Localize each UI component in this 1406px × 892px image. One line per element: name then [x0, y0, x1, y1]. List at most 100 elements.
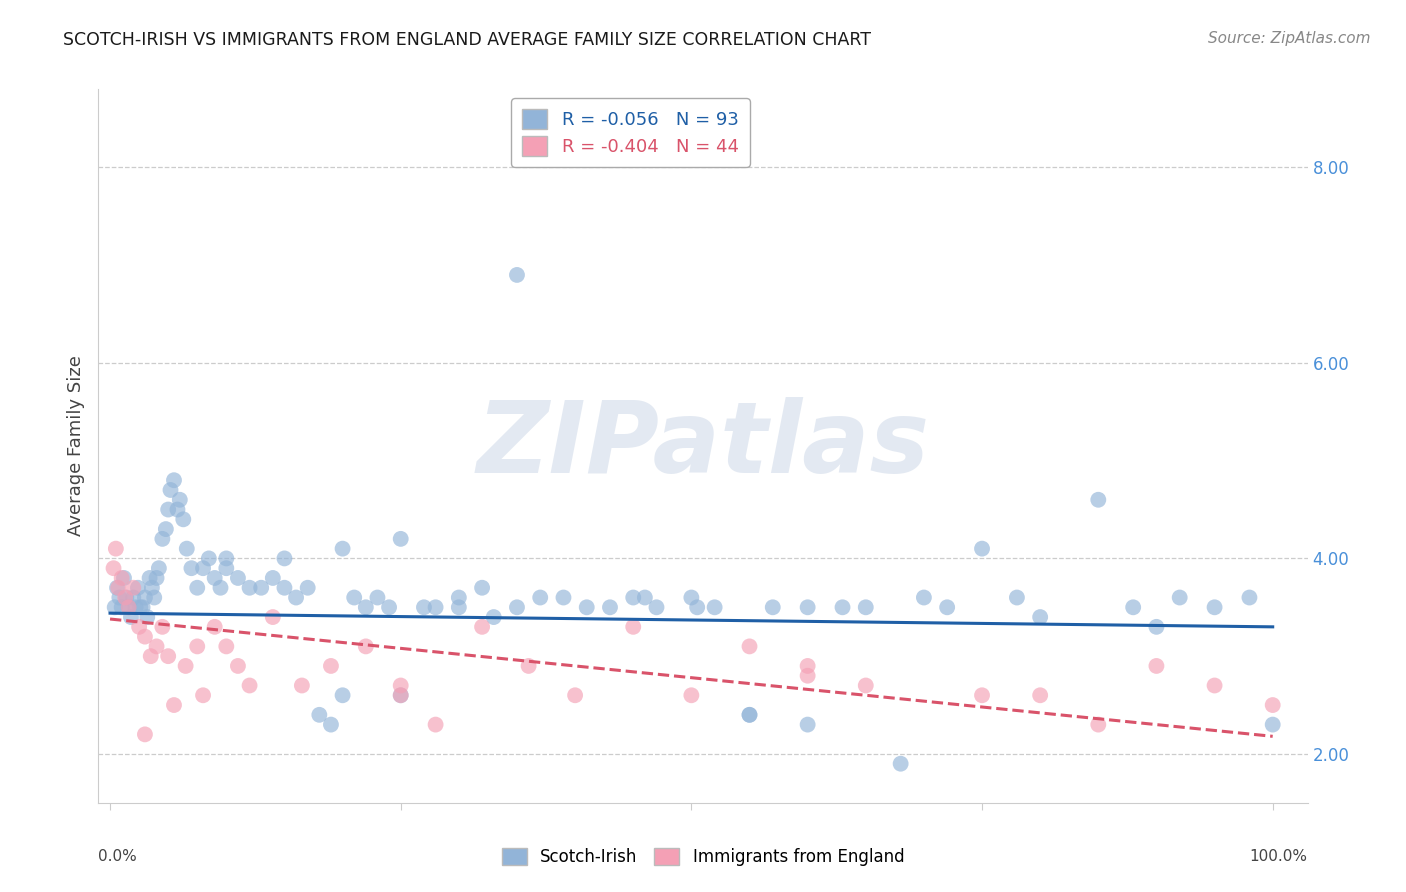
Point [118, 600, 141, 615]
Point [285, 591, 308, 605]
Point [621, 620, 644, 634]
Point [215, 640, 238, 654]
Point [529, 591, 551, 605]
Point [506, 600, 529, 615]
Point [621, 591, 644, 605]
Point [343, 591, 366, 605]
Point [681, 688, 703, 702]
Point [209, 581, 232, 595]
Point [262, 610, 284, 624]
Point [155, 522, 177, 536]
Point [447, 600, 470, 615]
Point [103, 561, 125, 575]
Point [425, 600, 447, 615]
Point [1144, 659, 1167, 673]
Point [796, 659, 818, 673]
Point [332, 688, 354, 702]
Point [970, 541, 993, 556]
Point [366, 591, 388, 605]
Point [686, 600, 709, 615]
Point [191, 561, 214, 575]
Point [131, 600, 153, 615]
Point [634, 591, 657, 605]
Point [226, 659, 249, 673]
Text: ZIPatlas: ZIPatlas [477, 398, 929, 494]
Text: 100.0%: 100.0% [1250, 849, 1308, 864]
Point [163, 698, 186, 712]
Point [204, 571, 226, 585]
Point [1144, 620, 1167, 634]
Point [226, 571, 249, 585]
Point [970, 688, 993, 702]
Point [128, 620, 150, 634]
Point [176, 541, 198, 556]
Point [471, 620, 494, 634]
Point [912, 591, 935, 605]
Point [105, 581, 128, 595]
Point [413, 600, 436, 615]
Point [120, 610, 142, 624]
Point [273, 551, 295, 566]
Point [471, 581, 494, 595]
Point [936, 600, 959, 615]
Point [204, 620, 226, 634]
Point [127, 581, 149, 595]
Point [138, 571, 160, 585]
Point [599, 600, 621, 615]
Point [575, 600, 598, 615]
Text: SCOTCH-IRISH VS IMMIGRANTS FROM ENGLAND AVERAGE FAMILY SIZE CORRELATION CHART: SCOTCH-IRISH VS IMMIGRANTS FROM ENGLAND … [63, 31, 872, 49]
Point [134, 591, 156, 605]
Point [796, 717, 818, 731]
Point [107, 581, 129, 595]
Point [186, 581, 208, 595]
Point [389, 678, 412, 692]
Point [738, 707, 761, 722]
Point [215, 551, 238, 566]
Point [136, 610, 159, 624]
Point [1087, 492, 1109, 507]
Point [239, 678, 262, 692]
Point [1122, 600, 1144, 615]
Point [890, 756, 912, 771]
Point [291, 678, 314, 692]
Point [308, 707, 330, 722]
Point [738, 640, 761, 654]
Point [297, 581, 319, 595]
Point [389, 688, 412, 702]
Point [108, 591, 131, 605]
Point [169, 492, 191, 507]
Point [378, 600, 401, 615]
Point [145, 571, 167, 585]
Point [319, 717, 342, 731]
Point [1204, 678, 1226, 692]
Text: 0.0%: 0.0% [98, 849, 138, 864]
Point [157, 502, 180, 516]
Point [150, 620, 173, 634]
Point [319, 659, 342, 673]
Point [129, 600, 152, 615]
Point [831, 600, 853, 615]
Point [174, 659, 197, 673]
Point [172, 512, 194, 526]
Y-axis label: Average Family Size: Average Family Size [66, 356, 84, 536]
Point [141, 581, 163, 595]
Point [139, 649, 162, 664]
Point [855, 678, 877, 692]
Point [855, 600, 877, 615]
Point [703, 600, 725, 615]
Point [115, 591, 138, 605]
Point [1261, 698, 1284, 712]
Point [1204, 600, 1226, 615]
Point [180, 561, 202, 575]
Point [1261, 717, 1284, 731]
Point [482, 610, 505, 624]
Point [681, 591, 703, 605]
Point [762, 600, 785, 615]
Point [1029, 610, 1052, 624]
Point [447, 591, 470, 605]
Point [1168, 591, 1191, 605]
Point [239, 581, 262, 595]
Point [124, 600, 146, 615]
Point [354, 640, 377, 654]
Point [1005, 591, 1028, 605]
